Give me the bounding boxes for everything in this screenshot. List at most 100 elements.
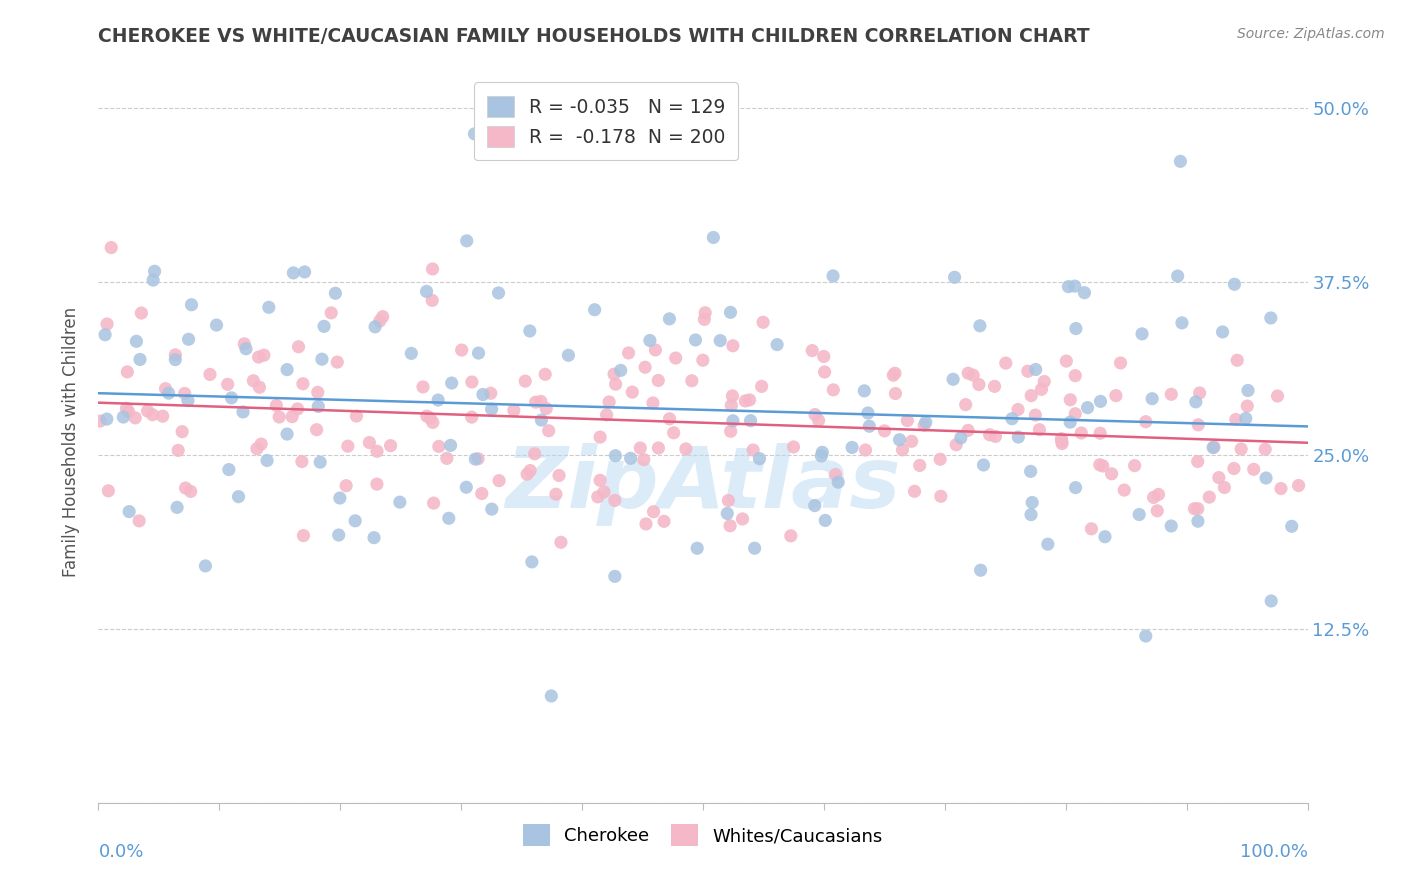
Point: [515, 374, 537, 388]
Point: [949, 431, 972, 445]
Point: [481, 402, 503, 417]
Point: [471, 387, 494, 401]
Point: [903, 484, 925, 499]
Point: [143, 264, 166, 278]
Point: [1223, 461, 1246, 475]
Point: [1188, 386, 1211, 401]
Point: [641, 396, 664, 410]
Point: [488, 285, 510, 300]
Point: [115, 401, 138, 416]
Point: [900, 434, 922, 449]
Point: [536, 401, 558, 416]
Point: [716, 507, 738, 521]
Point: [1234, 411, 1257, 425]
Point: [1054, 354, 1077, 368]
Point: [548, 468, 571, 483]
Point: [896, 414, 918, 428]
Point: [218, 462, 240, 476]
Point: [721, 339, 744, 353]
Point: [1202, 441, 1225, 455]
Point: [287, 401, 309, 416]
Point: [804, 408, 827, 422]
Point: [598, 395, 620, 409]
Point: [942, 372, 965, 386]
Point: [693, 312, 716, 326]
Point: [603, 493, 626, 508]
Point: [742, 443, 765, 458]
Point: [803, 499, 825, 513]
Point: [821, 268, 844, 283]
Point: [1021, 495, 1043, 509]
Point: [1063, 279, 1085, 293]
Point: [945, 438, 967, 452]
Point: [1050, 432, 1073, 446]
Point: [984, 429, 1007, 443]
Point: [97, 483, 120, 498]
Point: [307, 385, 329, 400]
Point: [1070, 425, 1092, 440]
Point: [461, 375, 484, 389]
Point: [1130, 326, 1153, 341]
Point: [1187, 514, 1209, 528]
Point: [748, 451, 770, 466]
Point: [1064, 407, 1087, 421]
Point: [520, 555, 543, 569]
Point: [388, 495, 411, 509]
Point: [695, 306, 717, 320]
Point: [471, 486, 494, 500]
Point: [291, 376, 314, 391]
Point: [309, 455, 332, 469]
Point: [665, 351, 688, 365]
Point: [1160, 519, 1182, 533]
Point: [1094, 530, 1116, 544]
Point: [283, 266, 305, 280]
Point: [709, 334, 731, 348]
Point: [124, 410, 146, 425]
Point: [371, 310, 394, 324]
Point: [557, 348, 579, 362]
Point: [1160, 387, 1182, 401]
Point: [884, 386, 907, 401]
Point: [589, 473, 612, 487]
Point: [366, 477, 388, 491]
Point: [1088, 426, 1111, 441]
Point: [100, 241, 122, 255]
Point: [117, 365, 139, 379]
Point: [740, 414, 762, 428]
Point: [326, 355, 349, 369]
Point: [1091, 458, 1114, 473]
Point: [419, 411, 441, 425]
Point: [415, 285, 437, 299]
Point: [814, 513, 837, 527]
Point: [420, 293, 443, 308]
Point: [1123, 458, 1146, 473]
Point: [502, 403, 524, 417]
Point: [1185, 395, 1208, 409]
Point: [827, 475, 849, 490]
Point: [882, 368, 904, 383]
Point: [1142, 491, 1164, 505]
Point: [1025, 362, 1047, 376]
Point: [647, 374, 669, 388]
Point: [129, 352, 152, 367]
Point: [605, 377, 627, 392]
Point: [325, 286, 347, 301]
Point: [1109, 356, 1132, 370]
Point: [1226, 353, 1249, 368]
Point: [436, 451, 458, 466]
Point: [1187, 417, 1209, 432]
Point: [321, 306, 343, 320]
Point: [779, 529, 801, 543]
Point: [346, 409, 368, 423]
Point: [305, 423, 328, 437]
Point: [1170, 154, 1192, 169]
Point: [681, 374, 703, 388]
Point: [165, 352, 187, 367]
Text: Source: ZipAtlas.com: Source: ZipAtlas.com: [1237, 27, 1385, 41]
Point: [519, 324, 541, 338]
Point: [456, 234, 478, 248]
Point: [198, 368, 221, 382]
Point: [481, 502, 503, 516]
Point: [217, 377, 239, 392]
Point: [422, 496, 444, 510]
